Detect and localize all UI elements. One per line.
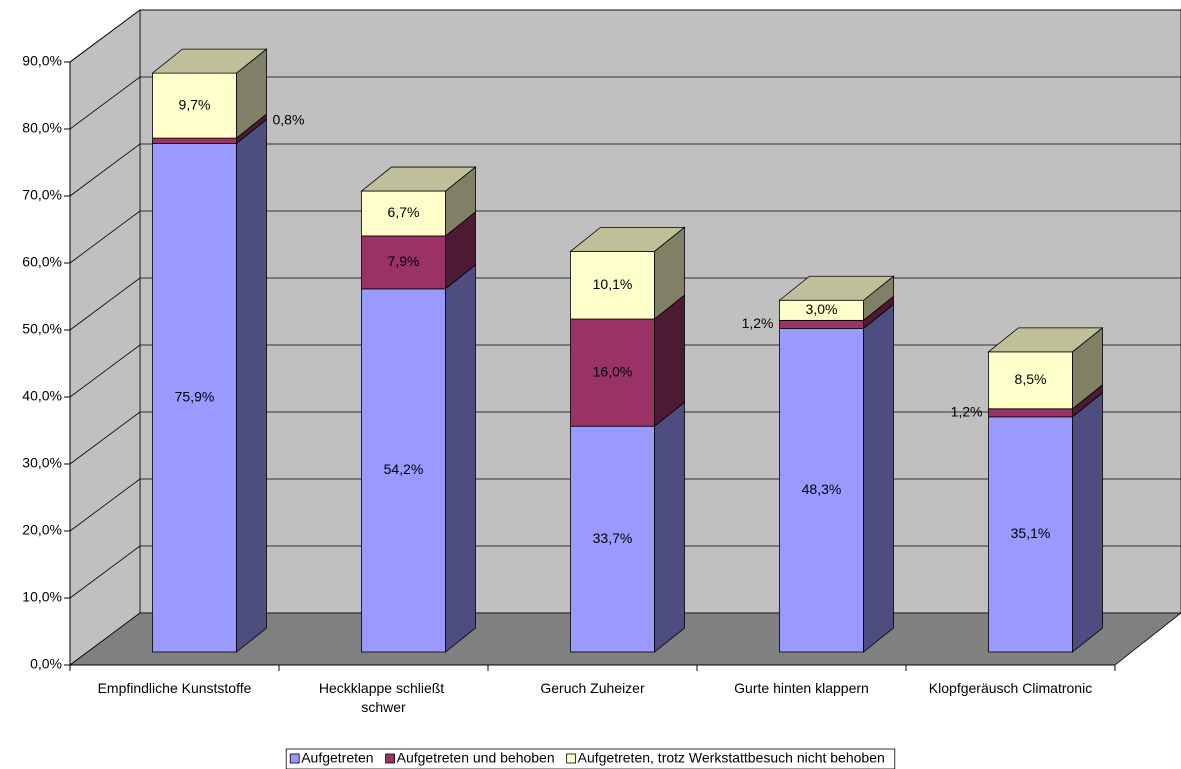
legend: Aufgetreten Aufgetreten und behoben Aufget… <box>285 748 896 769</box>
grid-line <box>69 143 141 197</box>
legend-label: Aufgetreten <box>301 750 373 766</box>
bar-side <box>863 303 894 653</box>
y-tick-label: 50,0% <box>22 321 62 337</box>
x-tick-label: Gurte hinten klappern <box>734 680 869 696</box>
bar-segment <box>361 235 446 290</box>
bar-segment <box>988 416 1073 653</box>
value-label: 0,8% <box>273 111 305 127</box>
grid-line <box>69 545 141 599</box>
grid-line <box>69 478 141 532</box>
legend-marker <box>385 753 396 764</box>
value-label: 35,1% <box>1011 525 1051 541</box>
y-tick-label: 30,0% <box>22 455 62 471</box>
value-label: 1,2% <box>951 404 983 420</box>
y-tick-label: 20,0% <box>22 522 62 538</box>
bar-side <box>236 118 267 653</box>
x-tick-label: Klopfgeräusch Climatronic <box>929 680 1092 696</box>
value-label: 54,2% <box>384 461 424 477</box>
bar-top <box>987 327 1104 353</box>
bar-side <box>654 401 685 653</box>
y-tick-label: 40,0% <box>22 388 62 404</box>
bar-segment <box>152 137 237 144</box>
bar-segment <box>779 327 864 653</box>
y-tick-label: 0,0% <box>30 656 62 672</box>
value-label: 75,9% <box>175 388 215 404</box>
bar-segment <box>570 318 655 427</box>
y-tick-label: 60,0% <box>22 254 62 270</box>
grid-line <box>69 9 141 63</box>
grid-line <box>69 76 141 130</box>
x-tick-label: Heckklappe schließt schwer <box>319 680 448 715</box>
y-tick-label: 80,0% <box>22 120 62 136</box>
bar-segment <box>988 351 1073 410</box>
grid-line <box>69 210 141 264</box>
value-label: 33,7% <box>593 530 633 546</box>
bar-top <box>151 48 268 74</box>
value-label: 7,9% <box>388 253 420 269</box>
value-label: 8,5% <box>1015 371 1047 387</box>
value-label: 9,7% <box>179 96 211 112</box>
y-tick-label: 10,0% <box>22 589 62 605</box>
legend-label: Aufgetreten, trotz Werkstattbesuch nicht… <box>578 750 885 766</box>
side-wall <box>69 9 141 666</box>
y-tick-label: 90,0% <box>22 53 62 69</box>
legend-marker <box>566 753 577 764</box>
bar-segment <box>361 190 446 237</box>
value-label: 16,0% <box>593 363 633 379</box>
bar-segment <box>570 425 655 653</box>
value-label: 1,2% <box>742 315 774 331</box>
value-label: 3,0% <box>806 301 838 317</box>
grid-line <box>69 411 141 465</box>
x-tick-label: Empfindliche Kunststoffe <box>98 680 252 696</box>
bar-top <box>569 226 686 252</box>
bar-segment <box>988 408 1073 418</box>
bar-segment <box>779 319 864 329</box>
bar-top <box>360 166 477 192</box>
legend-marker <box>289 753 300 764</box>
bar-top <box>778 275 895 301</box>
value-label: 48,3% <box>802 481 842 497</box>
legend-label: Aufgetreten und behoben <box>397 750 555 766</box>
bar-side <box>445 264 476 653</box>
value-label: 6,7% <box>388 204 420 220</box>
grid-line <box>69 344 141 398</box>
grid-line <box>69 277 141 331</box>
value-label: 10,1% <box>593 276 633 292</box>
legend-box <box>285 748 896 769</box>
bar-segment <box>152 143 237 653</box>
bar-side <box>1072 391 1103 653</box>
y-tick-label: 70,0% <box>22 187 62 203</box>
x-tick-label: Geruch Zuheizer <box>540 680 645 696</box>
